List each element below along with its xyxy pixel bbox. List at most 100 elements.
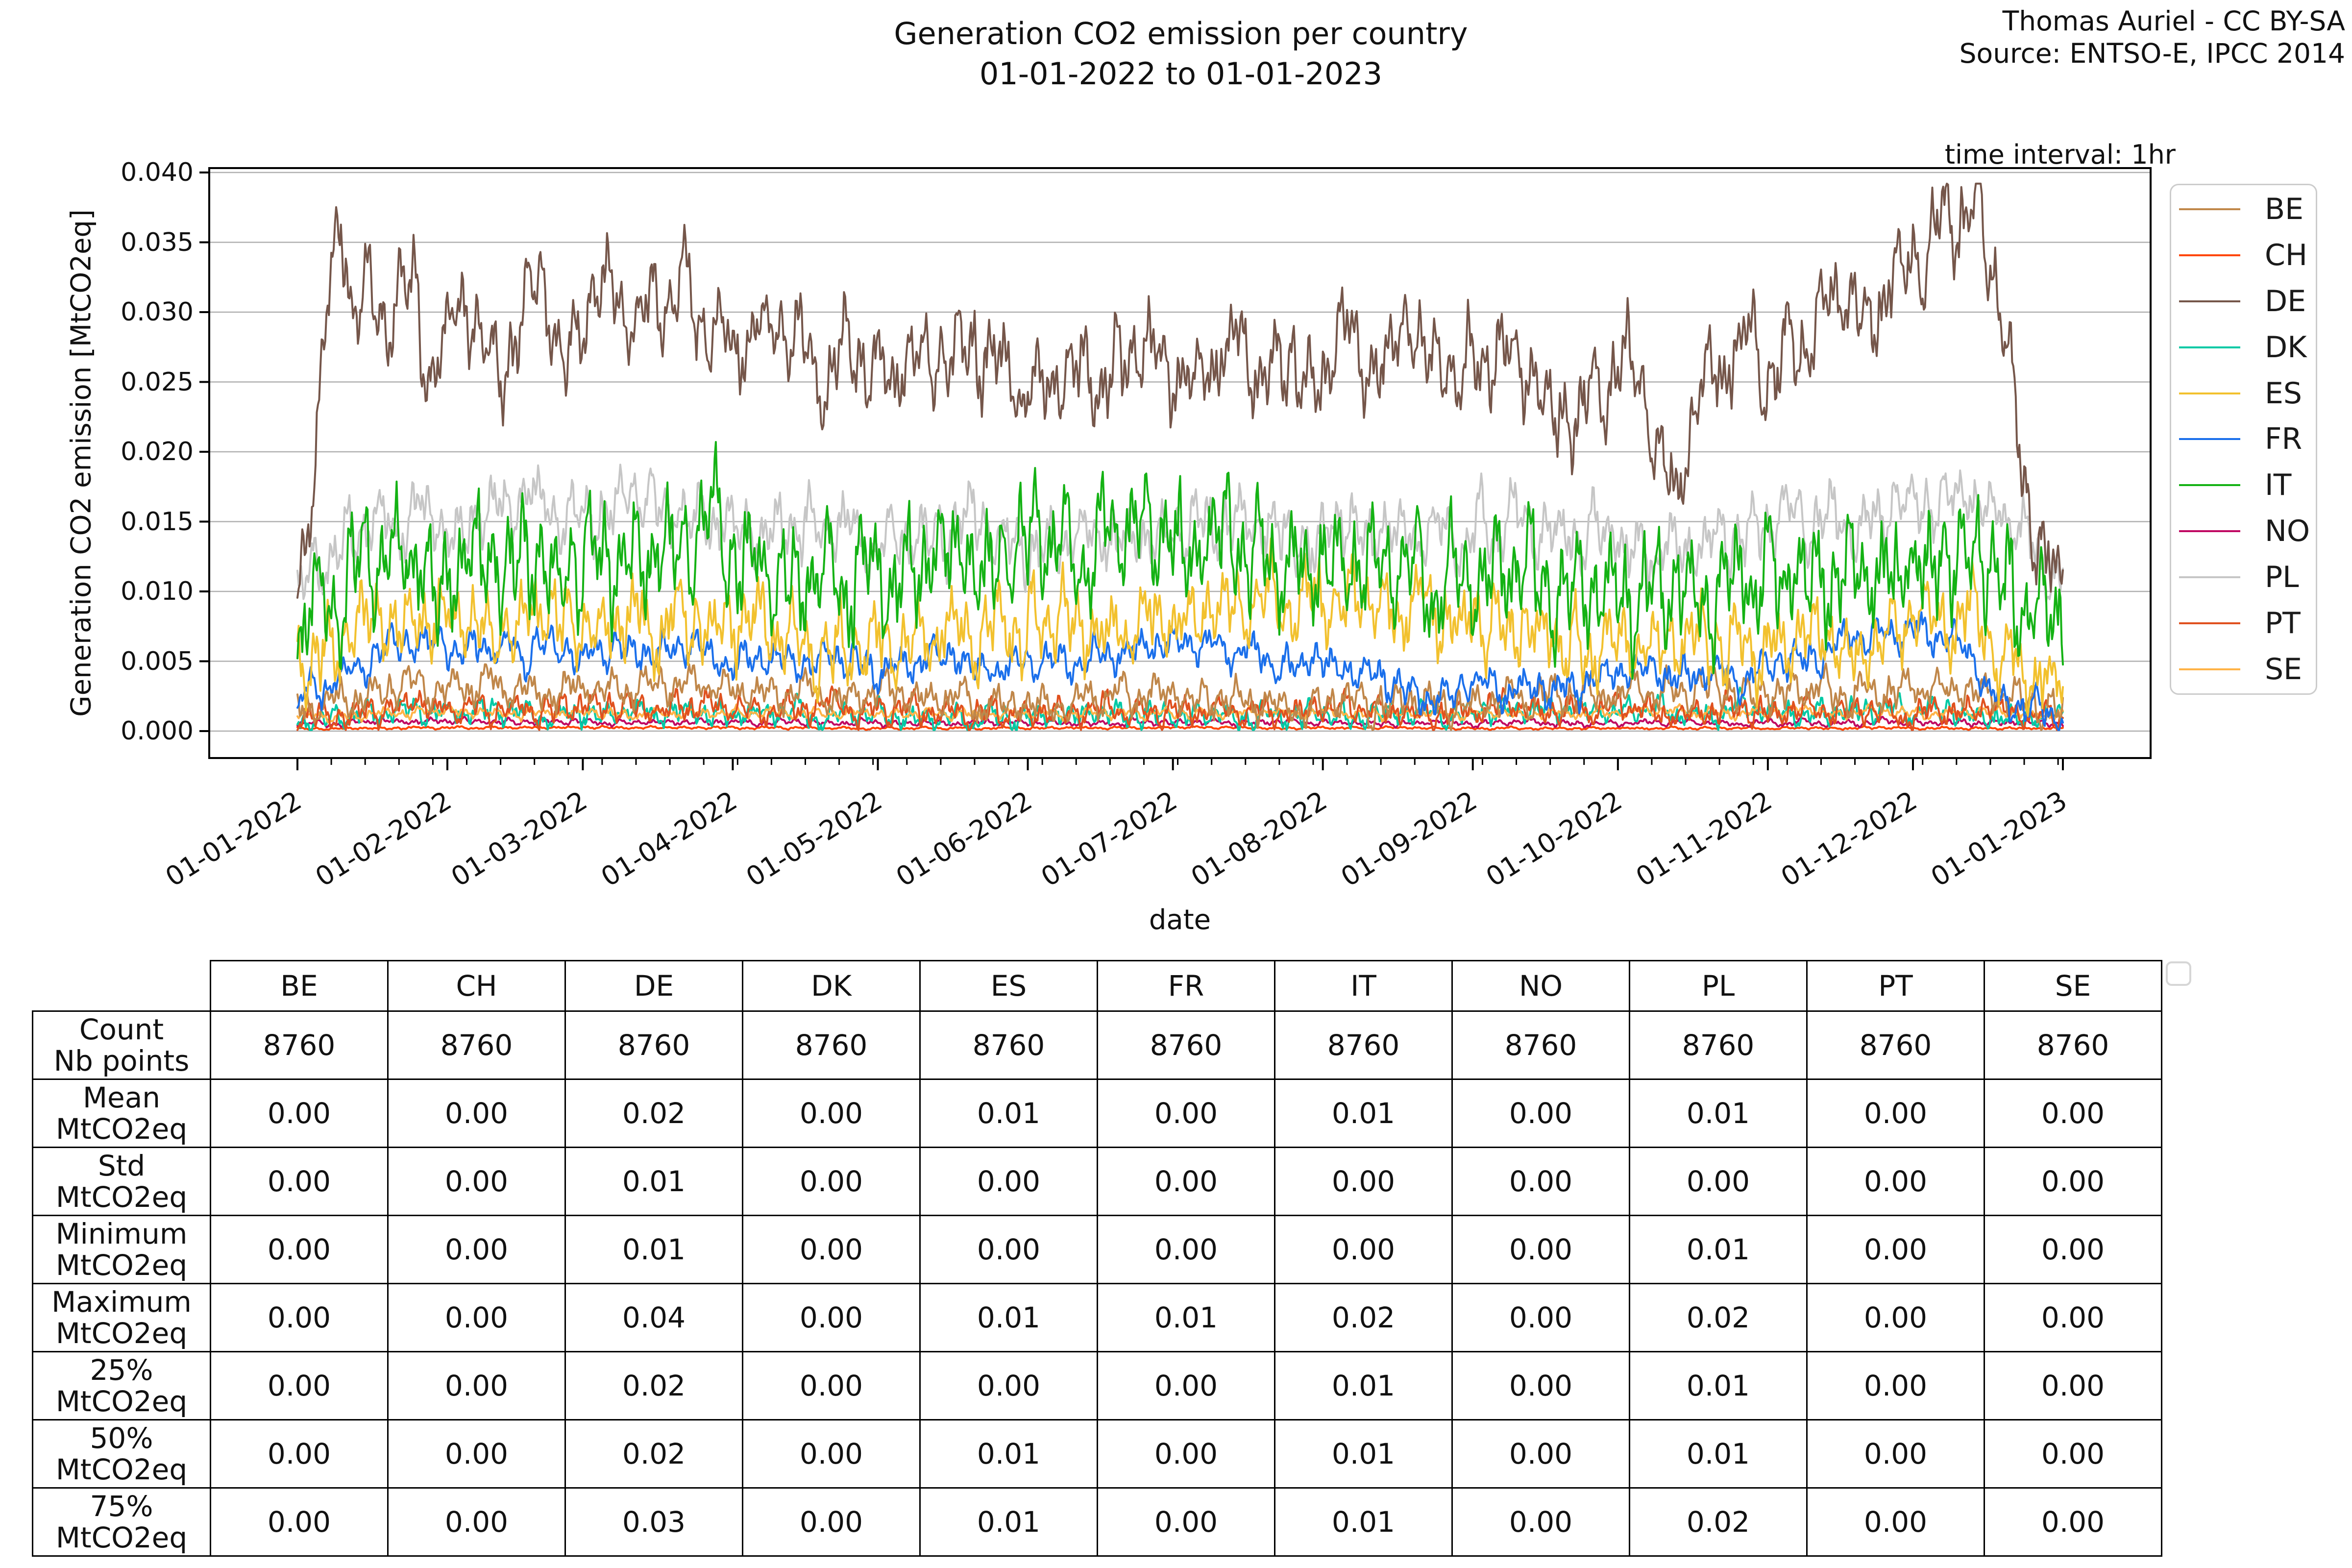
table-cell-IT: 0.00 <box>1274 1147 1453 1216</box>
row-label-line1: Maximum <box>51 1285 192 1319</box>
legend-line-icon <box>2179 346 2240 348</box>
table-row-label: Count Nb points <box>32 1010 211 1080</box>
table-column-header-SE: SE <box>1984 960 2162 1012</box>
table-cell-NO: 0.00 <box>1451 1419 1630 1489</box>
series-line-NO <box>296 715 2064 729</box>
table-cell-BE: 0.00 <box>210 1283 389 1352</box>
table-row: 75% MtCO2eq 0.00 0.00 0.03 0.00 0.01 0.00 0.01 0.… <box>32 1487 2162 1557</box>
table-cell-NO: 0.00 <box>1451 1283 1630 1352</box>
series-line-CH <box>296 725 2064 731</box>
table-cell-FR: 0.01 <box>1097 1283 1275 1352</box>
table-cell-SE: 0.00 <box>1984 1283 2162 1352</box>
legend-line-icon <box>2179 438 2240 441</box>
table-cell-BE: 0.00 <box>210 1351 389 1421</box>
legend-item-BE: BE <box>2171 187 2316 231</box>
y-tick-label: 0.040 <box>121 158 194 187</box>
table-cell-PT: 0.00 <box>1806 1078 1985 1148</box>
table-cell-DE: 8760 <box>564 1010 743 1080</box>
legend-line-icon <box>2179 484 2240 487</box>
table-cell-BE: 0.00 <box>210 1487 389 1557</box>
row-label-line2: MtCO2eq <box>55 1249 188 1282</box>
attribution-author: Thomas Auriel - CC BY-SA <box>2002 5 2345 37</box>
row-label-line2: MtCO2eq <box>55 1521 188 1554</box>
attribution: Thomas Auriel - CC BY-SA Source: ENTSO-E… <box>1960 5 2345 70</box>
legend-item-DK: DK <box>2171 325 2316 369</box>
y-tick-label: 0.030 <box>121 297 194 327</box>
table-cell-NO: 0.00 <box>1451 1215 1630 1284</box>
table-cell-DK: 8760 <box>742 1010 921 1080</box>
legend-item-IT: IT <box>2171 463 2316 507</box>
table-cell-ES: 8760 <box>919 1010 1098 1080</box>
row-label-line1: 75% <box>90 1490 153 1523</box>
legend-item-PT: PT <box>2171 601 2316 645</box>
legend-item-SE: SE <box>2171 647 2316 691</box>
legend-line-icon <box>2179 622 2240 625</box>
table-corner-cell <box>33 961 211 1011</box>
table-cell-IT: 0.01 <box>1274 1078 1453 1148</box>
table-row: Count Nb points 8760 8760 8760 8760 8760 8760 87… <box>32 1010 2162 1080</box>
table-cell-NO: 0.00 <box>1451 1487 1630 1557</box>
table-cell-SE: 0.00 <box>1984 1078 2162 1148</box>
plot-border <box>208 167 2152 759</box>
statistics-table: BE CH DE DK ES FR IT NO PL PT SE Count Nb points 8760… <box>32 960 2162 1557</box>
table-cell-DE: 0.01 <box>564 1215 743 1284</box>
table-cell-FR: 8760 <box>1097 1010 1275 1080</box>
legend-label: SE <box>2265 652 2302 686</box>
series-line-IT <box>296 441 2064 680</box>
table-cell-FR: 0.00 <box>1097 1487 1275 1557</box>
table-cell-DE: 0.04 <box>564 1283 743 1352</box>
table-cell-CH: 0.00 <box>387 1147 566 1216</box>
table-cell-FR: 0.00 <box>1097 1147 1275 1216</box>
table-cell-SE: 0.00 <box>1984 1351 2162 1421</box>
table-cell-CH: 0.00 <box>387 1283 566 1352</box>
table-cell-PL: 0.01 <box>1629 1351 1808 1421</box>
legend-line-icon <box>2179 576 2240 579</box>
table-cell-DK: 0.00 <box>742 1487 921 1557</box>
line-chart <box>199 167 2152 770</box>
table-cell-BE: 0.00 <box>210 1215 389 1284</box>
table-cell-NO: 0.00 <box>1451 1351 1630 1421</box>
table-row-label: Maximum MtCO2eq <box>32 1283 211 1352</box>
table-cell-DE: 0.02 <box>564 1419 743 1489</box>
table-cell-FR: 0.00 <box>1097 1078 1275 1148</box>
table-row-label: Minimum MtCO2eq <box>32 1215 211 1284</box>
table-cell-CH: 0.00 <box>387 1487 566 1557</box>
table-row: Maximum MtCO2eq 0.00 0.00 0.04 0.00 0.01 0.01 0.… <box>32 1283 2162 1352</box>
table-cell-DK: 0.00 <box>742 1078 921 1148</box>
table-cell-PT: 0.00 <box>1806 1351 1985 1421</box>
legend-item-CH: CH <box>2171 233 2316 277</box>
legend-label: BE <box>2265 192 2304 226</box>
legend-line-icon <box>2179 208 2240 210</box>
table-row: Mean MtCO2eq 0.00 0.00 0.02 0.00 0.01 0.00 0.01 0… <box>32 1078 2162 1148</box>
table-row-label: 25% MtCO2eq <box>32 1351 211 1421</box>
table-cell-DK: 0.00 <box>742 1351 921 1421</box>
legend-label: DK <box>2265 330 2307 365</box>
table-column-header-NO: NO <box>1451 960 1630 1012</box>
legend-line-icon <box>2179 254 2240 256</box>
table-cell-BE: 0.00 <box>210 1419 389 1489</box>
legend-line-icon <box>2179 530 2240 533</box>
chart-title: Generation CO2 emission per country 01-0… <box>637 14 1725 94</box>
table-column-header-DK: DK <box>742 960 921 1012</box>
table-cell-IT: 0.01 <box>1274 1487 1453 1557</box>
y-tick-label: 0.000 <box>121 716 194 746</box>
table-checkbox[interactable] <box>2166 961 2191 986</box>
table-cell-CH: 0.00 <box>387 1351 566 1421</box>
table-cell-IT: 0.01 <box>1274 1351 1453 1421</box>
legend-line-icon <box>2179 392 2240 394</box>
table-cell-DK: 0.00 <box>742 1283 921 1352</box>
y-tick-label: 0.010 <box>121 577 194 606</box>
legend-label: DE <box>2265 284 2306 318</box>
y-tick-label: 0.015 <box>121 507 194 537</box>
table-cell-ES: 0.00 <box>919 1147 1098 1216</box>
table-column-header-PT: PT <box>1806 960 1985 1012</box>
table-row: 50% MtCO2eq 0.00 0.00 0.02 0.00 0.01 0.00 0.01 0.… <box>32 1419 2162 1489</box>
table-row-label: 50% MtCO2eq <box>32 1419 211 1489</box>
table-cell-IT: 0.00 <box>1274 1215 1453 1284</box>
table-column-header-CH: CH <box>387 960 566 1012</box>
legend-label: FR <box>2265 422 2303 457</box>
table-cell-PT: 0.00 <box>1806 1215 1985 1284</box>
legend-label: IT <box>2265 468 2292 503</box>
table-cell-DK: 0.00 <box>742 1147 921 1216</box>
row-label-line2: MtCO2eq <box>55 1385 188 1418</box>
